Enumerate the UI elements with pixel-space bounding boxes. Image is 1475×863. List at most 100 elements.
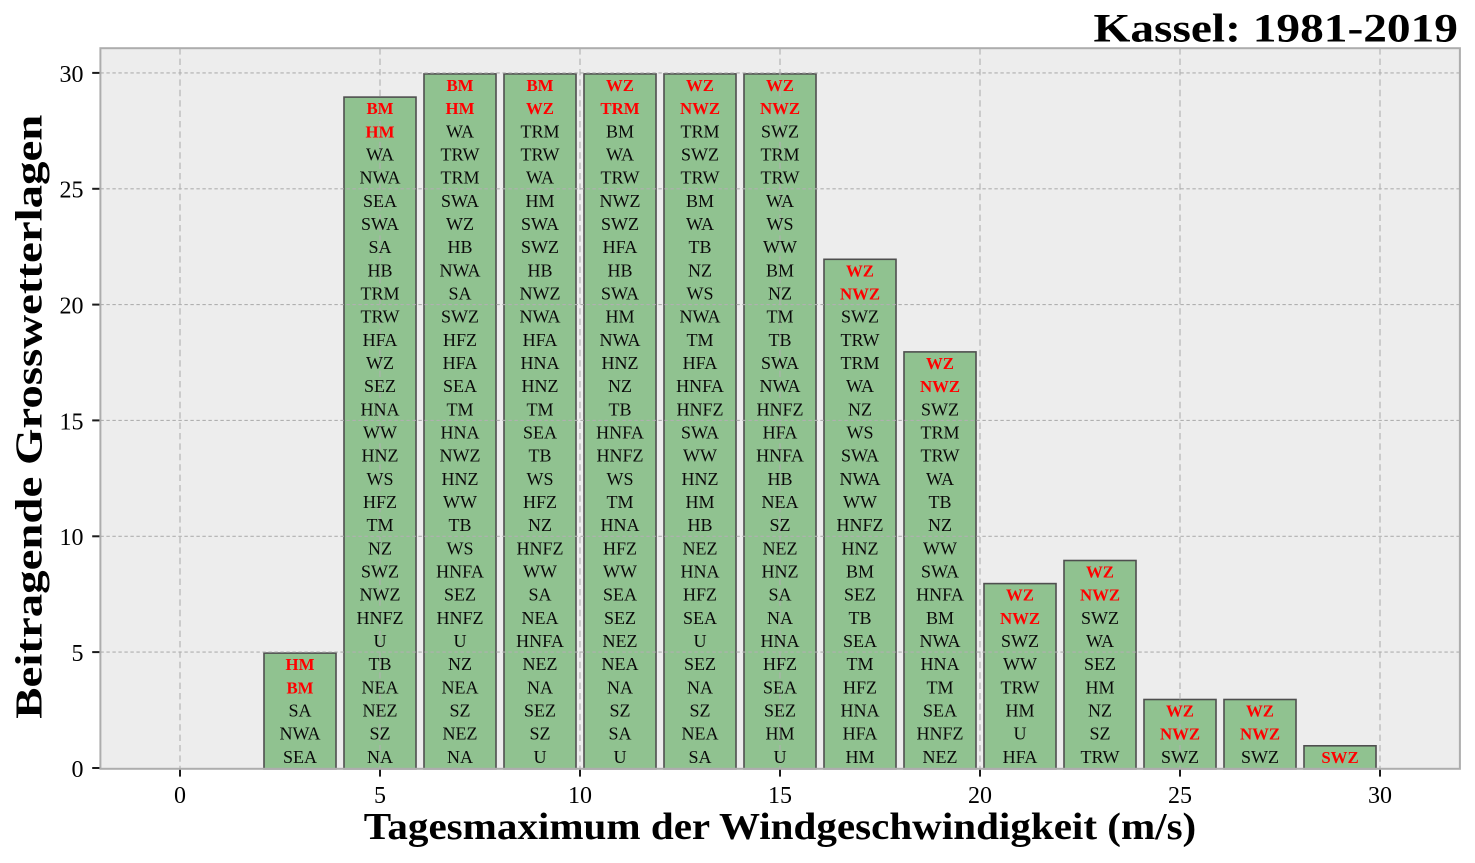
svg-text:SZ: SZ — [769, 515, 790, 535]
svg-text:SEZ: SEZ — [524, 701, 556, 721]
svg-text:BM: BM — [526, 76, 553, 95]
svg-text:WW: WW — [523, 562, 557, 582]
svg-text:HM: HM — [1005, 701, 1034, 721]
svg-text:Kassel: 1981-2019: Kassel: 1981-2019 — [1094, 6, 1459, 51]
svg-text:SA: SA — [448, 284, 471, 304]
svg-text:SA: SA — [528, 585, 551, 605]
svg-text:SEA: SEA — [523, 423, 557, 443]
svg-text:WZ: WZ — [366, 353, 394, 373]
svg-text:HNZ: HNZ — [762, 562, 799, 582]
svg-text:WA: WA — [926, 469, 954, 489]
svg-text:SEA: SEA — [283, 747, 317, 767]
svg-text:WZ: WZ — [926, 354, 954, 373]
svg-text:NWZ: NWZ — [520, 284, 561, 304]
svg-text:HNA: HNA — [921, 654, 960, 674]
svg-text:HNFZ: HNFZ — [356, 608, 403, 628]
svg-text:HM: HM — [366, 122, 395, 141]
svg-text:NWA: NWA — [760, 376, 801, 396]
svg-text:NWZ: NWZ — [360, 585, 401, 605]
svg-text:HM: HM — [605, 307, 634, 327]
svg-text:HM: HM — [845, 747, 874, 767]
svg-text:NZ: NZ — [368, 538, 392, 558]
svg-text:SEA: SEA — [603, 585, 637, 605]
svg-text:HNZ: HNZ — [522, 376, 559, 396]
svg-text:SEZ: SEZ — [604, 608, 636, 628]
svg-text:SWA: SWA — [601, 284, 639, 304]
svg-text:HFZ: HFZ — [443, 330, 477, 350]
svg-text:20: 20 — [968, 783, 992, 809]
svg-text:NEA: NEA — [442, 677, 479, 697]
svg-text:SA: SA — [288, 701, 311, 721]
svg-text:WZ: WZ — [1086, 563, 1114, 582]
svg-text:5: 5 — [374, 783, 386, 809]
svg-text:HFA: HFA — [523, 330, 558, 350]
svg-text:HNZ: HNZ — [682, 469, 719, 489]
svg-text:NWZ: NWZ — [600, 191, 641, 211]
svg-text:HFZ: HFZ — [363, 492, 397, 512]
svg-text:NA: NA — [527, 677, 553, 697]
svg-text:HFA: HFA — [603, 237, 638, 257]
svg-text:SWZ: SWZ — [441, 307, 479, 327]
svg-text:NWA: NWA — [840, 469, 881, 489]
svg-text:WW: WW — [603, 562, 637, 582]
svg-text:HFA: HFA — [443, 353, 478, 373]
svg-text:NWA: NWA — [520, 307, 561, 327]
svg-text:0: 0 — [174, 783, 186, 809]
svg-text:NEA: NEA — [522, 608, 559, 628]
svg-text:HFZ: HFZ — [763, 654, 797, 674]
svg-text:SWA: SWA — [441, 191, 479, 211]
svg-text:WZ: WZ — [526, 99, 554, 118]
svg-text:SWZ: SWZ — [841, 307, 879, 327]
svg-text:TB: TB — [448, 515, 471, 535]
svg-text:BM: BM — [606, 121, 634, 141]
svg-text:NZ: NZ — [1088, 701, 1112, 721]
svg-text:HNA: HNA — [761, 631, 800, 651]
svg-text:WS: WS — [607, 469, 634, 489]
svg-text:NEZ: NEZ — [923, 747, 958, 767]
svg-text:HNFZ: HNFZ — [836, 515, 883, 535]
svg-text:HFA: HFA — [763, 423, 798, 443]
svg-text:NWZ: NWZ — [1080, 586, 1120, 605]
svg-text:SEZ: SEZ — [1084, 654, 1116, 674]
svg-text:SEA: SEA — [763, 677, 797, 697]
svg-text:WS: WS — [527, 469, 554, 489]
svg-text:WZ: WZ — [606, 76, 634, 95]
svg-text:SEZ: SEZ — [364, 376, 396, 396]
svg-text:SWA: SWA — [921, 562, 959, 582]
svg-text:NWZ: NWZ — [440, 446, 481, 466]
svg-text:NWZ: NWZ — [920, 377, 960, 396]
svg-text:HNFZ: HNFZ — [756, 399, 803, 419]
svg-text:HNA: HNA — [601, 515, 640, 535]
svg-text:U: U — [374, 631, 387, 651]
svg-text:SWZ: SWZ — [521, 237, 559, 257]
svg-text:BM: BM — [766, 260, 794, 280]
svg-text:TB: TB — [928, 492, 951, 512]
svg-text:TRW: TRW — [761, 168, 800, 188]
svg-text:HM: HM — [1085, 677, 1114, 697]
svg-text:WA: WA — [366, 145, 394, 165]
svg-text:SEA: SEA — [843, 631, 877, 651]
svg-text:SWZ: SWZ — [601, 214, 639, 234]
svg-text:WA: WA — [846, 376, 874, 396]
svg-text:NWA: NWA — [440, 260, 481, 280]
svg-text:SEA: SEA — [443, 376, 477, 396]
svg-text:NZ: NZ — [688, 260, 712, 280]
svg-text:HB: HB — [527, 260, 552, 280]
svg-text:HNFA: HNFA — [676, 376, 724, 396]
svg-text:SWA: SWA — [841, 446, 879, 466]
svg-text:WZ: WZ — [686, 76, 714, 95]
svg-text:25: 25 — [60, 178, 84, 204]
svg-text:SEA: SEA — [363, 191, 397, 211]
svg-text:TRW: TRW — [1001, 677, 1040, 697]
svg-text:SZ: SZ — [689, 701, 710, 721]
svg-text:WS: WS — [367, 469, 394, 489]
svg-text:TM: TM — [767, 307, 794, 327]
svg-text:BM: BM — [366, 99, 393, 118]
svg-text:WA: WA — [606, 145, 634, 165]
svg-text:SWA: SWA — [361, 214, 399, 234]
svg-text:TRM: TRM — [680, 121, 719, 141]
svg-text:TRM: TRM — [440, 168, 479, 188]
svg-text:TB: TB — [608, 399, 631, 419]
svg-text:HNFA: HNFA — [436, 562, 484, 582]
svg-text:SWZ: SWZ — [1161, 747, 1199, 767]
